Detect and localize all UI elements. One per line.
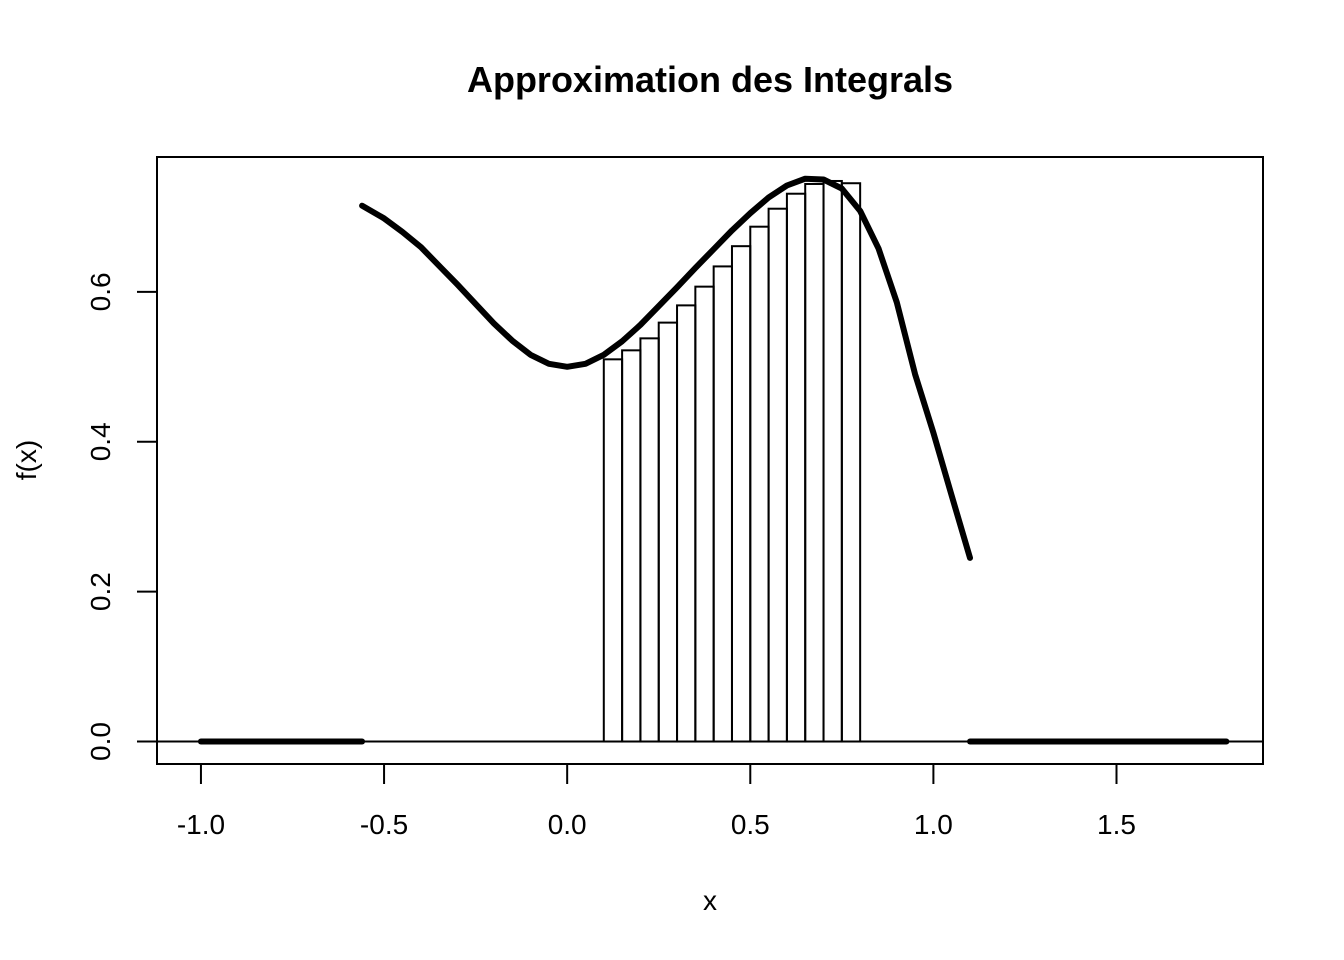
- y-tick-label: 0.6: [85, 272, 116, 311]
- x-tick-label: -1.0: [177, 809, 225, 840]
- y-axis-label: f(x): [11, 440, 42, 480]
- y-tick-label: 0.2: [85, 572, 116, 611]
- riemann-bar: [804, 182, 825, 743]
- riemann-bar: [639, 337, 660, 743]
- x-tick-label: 1.0: [914, 809, 953, 840]
- x-tick-label: 0.5: [731, 809, 770, 840]
- function-curve-segment: [359, 175, 973, 561]
- riemann-bar: [767, 207, 788, 743]
- x-axis: -1.0 -0.5 0.0 0.5 1.0 1.5: [177, 763, 1136, 840]
- riemann-bar: [730, 245, 752, 743]
- x-tick-label: 0.0: [548, 809, 587, 840]
- y-tick-label: 0.0: [85, 722, 116, 761]
- bars-layer: [602, 179, 862, 743]
- riemann-bar: [621, 349, 642, 743]
- riemann-bar: [657, 321, 679, 743]
- riemann-bar: [602, 358, 624, 743]
- y-tick-label: 0.4: [85, 422, 116, 461]
- y-axis: 0.0 0.2 0.4 0.6: [85, 272, 158, 761]
- x-tick-label: -0.5: [360, 809, 408, 840]
- x-axis-label: x: [703, 885, 717, 916]
- series-layer: [197, 175, 1230, 745]
- x-tick-label: 1.5: [1097, 809, 1136, 840]
- riemann-bar: [785, 192, 807, 743]
- chart-title: Approximation des Integrals: [467, 59, 953, 100]
- riemann-bar: [676, 304, 697, 743]
- plot-frame: [156, 156, 1264, 765]
- riemann-bar: [712, 265, 733, 743]
- riemann-bar: [749, 225, 770, 743]
- riemann-bar: [822, 179, 843, 743]
- riemann-bar: [840, 182, 862, 743]
- riemann-bar: [694, 285, 715, 743]
